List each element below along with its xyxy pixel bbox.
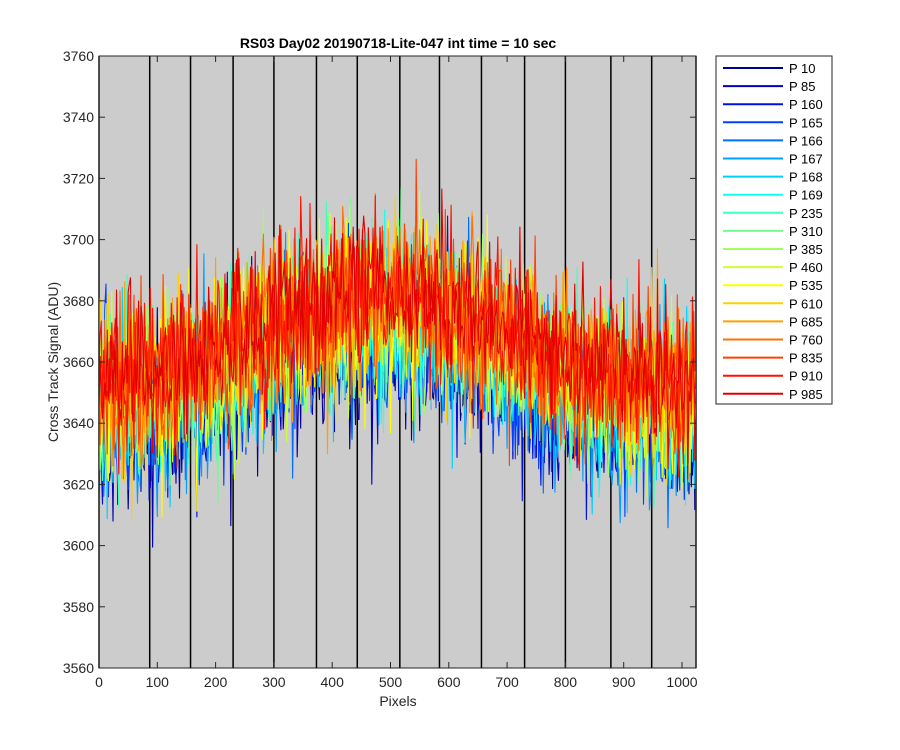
y-tick-label-1: 3580 xyxy=(63,599,94,615)
legend-label-2: P 160 xyxy=(789,97,823,112)
x-axis-label: Pixels xyxy=(379,693,416,709)
y-tick-label-10: 3760 xyxy=(63,48,94,64)
y-tick-label-8: 3720 xyxy=(63,170,94,186)
x-tick-label-2: 200 xyxy=(204,674,228,690)
chart-title: RS03 Day02 20190718-Lite-047 int time = … xyxy=(240,35,557,51)
x-tick-label-6: 600 xyxy=(437,674,461,690)
legend-label-13: P 610 xyxy=(789,296,823,311)
y-tick-label-5: 3660 xyxy=(63,354,94,370)
legend-label-9: P 310 xyxy=(789,224,823,239)
y-axis-label: Cross Track Signal (ADU) xyxy=(45,282,61,442)
x-tick-label-5: 500 xyxy=(379,674,403,690)
legend-label-4: P 166 xyxy=(789,133,823,148)
x-tick-label-1: 100 xyxy=(146,674,170,690)
legend-label-18: P 985 xyxy=(789,387,823,402)
legend-label-5: P 167 xyxy=(789,152,823,167)
legend-label-3: P 165 xyxy=(789,115,823,130)
legend-label-0: P 10 xyxy=(789,61,816,76)
series-group xyxy=(98,158,696,548)
y-tick-label-3: 3620 xyxy=(63,476,94,492)
series-line-p-985 xyxy=(98,188,696,480)
x-tick-label-3: 300 xyxy=(262,674,286,690)
legend-label-10: P 385 xyxy=(789,242,823,257)
legend-label-1: P 85 xyxy=(789,79,816,94)
legend: P 10 P 85 P 160 P 165 P 166 P 167 P 168 P 169 P … xyxy=(715,55,833,405)
legend-label-16: P 835 xyxy=(789,351,823,366)
y-tick-label-9: 3740 xyxy=(63,109,94,125)
x-tick-label-7: 700 xyxy=(495,674,519,690)
legend-label-14: P 685 xyxy=(789,314,823,329)
legend-label-7: P 169 xyxy=(789,188,823,203)
x-tick-label-8: 800 xyxy=(554,674,578,690)
x-tick-label-0: 0 xyxy=(95,674,103,690)
y-tick-label-7: 3700 xyxy=(63,232,94,248)
legend-label-15: P 760 xyxy=(789,333,823,348)
legend-label-8: P 235 xyxy=(789,206,823,221)
x-tick-label-9: 900 xyxy=(612,674,636,690)
y-tick-label-4: 3640 xyxy=(63,415,94,431)
x-tick-label-4: 400 xyxy=(321,674,345,690)
y-tick-label-6: 3680 xyxy=(63,293,94,309)
legend-label-12: P 535 xyxy=(789,278,823,293)
legend-label-17: P 910 xyxy=(789,369,823,384)
y-tick-label-2: 3600 xyxy=(63,538,94,554)
y-tick-label-0: 3560 xyxy=(63,660,94,676)
axis-ticks: 0 100 200 300 400 500 600 700 800 900 1000 3560 3580… xyxy=(63,48,698,690)
legend-label-11: P 460 xyxy=(789,260,823,275)
x-tick-label-10: 1000 xyxy=(666,674,697,690)
legend-label-6: P 168 xyxy=(789,170,823,185)
